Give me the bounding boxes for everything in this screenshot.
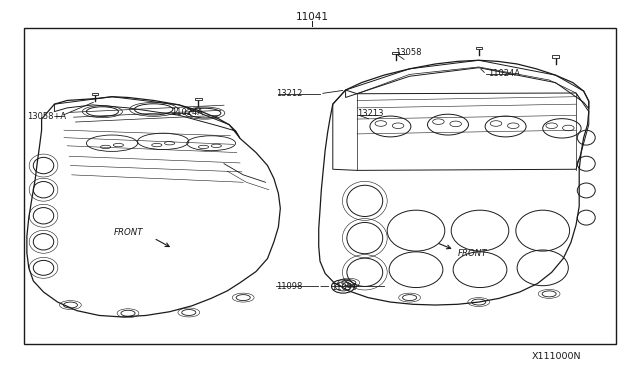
Bar bbox=[92, 93, 98, 95]
Text: 11024A: 11024A bbox=[488, 69, 520, 78]
Text: 13212: 13212 bbox=[276, 89, 303, 98]
Text: X111000N: X111000N bbox=[532, 352, 582, 361]
Bar bbox=[392, 52, 399, 54]
Text: FRONT: FRONT bbox=[458, 249, 487, 258]
Bar bbox=[476, 46, 482, 49]
Bar bbox=[24, 28, 616, 344]
Text: 13058: 13058 bbox=[395, 48, 421, 57]
Text: 11098: 11098 bbox=[276, 282, 303, 291]
Text: FRONT: FRONT bbox=[114, 228, 143, 237]
Text: 11041: 11041 bbox=[296, 12, 329, 22]
Text: 11099: 11099 bbox=[331, 283, 357, 292]
Bar bbox=[195, 98, 202, 100]
Text: 13213: 13213 bbox=[357, 109, 383, 118]
Text: 13058+A: 13058+A bbox=[27, 112, 66, 121]
Bar bbox=[552, 55, 559, 58]
Text: 11024A: 11024A bbox=[172, 108, 204, 117]
